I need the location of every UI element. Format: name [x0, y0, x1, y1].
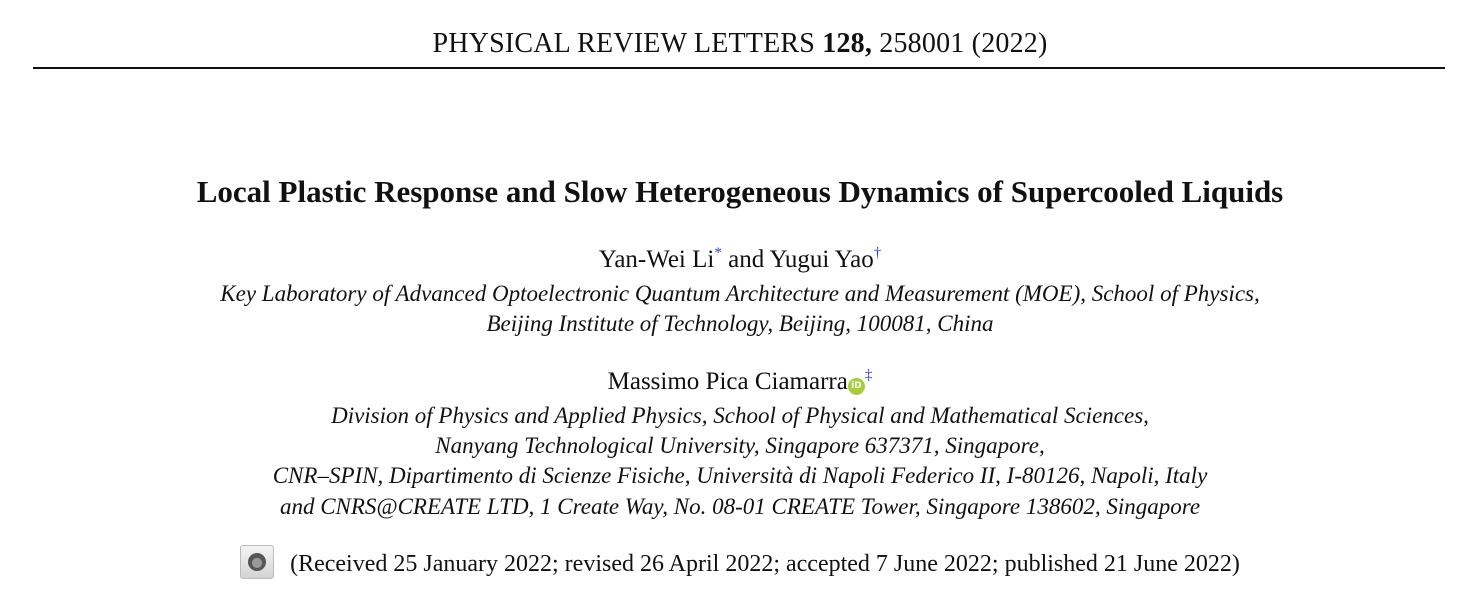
- author-name: Yan-Wei Li: [598, 246, 715, 273]
- orcid-icon[interactable]: iD: [847, 378, 865, 395]
- header-rule: [33, 67, 1445, 69]
- paper-title: Local Plastic Response and Slow Heteroge…: [196, 174, 1284, 209]
- check-for-updates-icon[interactable]: [240, 545, 275, 579]
- authors-line-2: Massimo Pica Ciamarra iD‡: [0, 368, 1480, 396]
- volume: 128,: [822, 28, 873, 59]
- affiliation-line: CNR–SPIN, Dipartimento di Scienze Fisich…: [272, 463, 1208, 488]
- affiliation-line: Nanyang Technological University, Singap…: [435, 433, 1045, 458]
- dates-text: (Received 25 January 2022; revised 26 Ap…: [290, 551, 1240, 577]
- article-number: 258001 (2022): [879, 28, 1048, 59]
- conjunction: and: [728, 246, 765, 273]
- affiliation-line: and CNRS@CREATE LTD, 1 Create Way, No. 0…: [279, 494, 1201, 519]
- authors-line-1: Yan-Wei Li* and Yugui Yao†: [0, 246, 1480, 274]
- footnote-link[interactable]: †: [873, 245, 882, 261]
- author-name: Yugui Yao: [769, 246, 874, 273]
- journal-name: PHYSICAL REVIEW LETTERS: [432, 28, 816, 59]
- footnote-link[interactable]: *: [714, 245, 722, 261]
- publication-dates: (Received 25 January 2022; revised 26 Ap…: [0, 545, 1480, 579]
- running-header: PHYSICAL REVIEW LETTERS 128, 258001 (202…: [0, 28, 1480, 60]
- author-name: Massimo Pica Ciamarra: [607, 368, 848, 395]
- affiliation-line: Beijing Institute of Technology, Beijing…: [486, 311, 994, 336]
- affiliation-line: Division of Physics and Applied Physics,…: [331, 403, 1149, 428]
- footnote-link[interactable]: ‡: [864, 367, 873, 383]
- affiliation-line: Key Laboratory of Advanced Optoelectroni…: [220, 281, 1260, 306]
